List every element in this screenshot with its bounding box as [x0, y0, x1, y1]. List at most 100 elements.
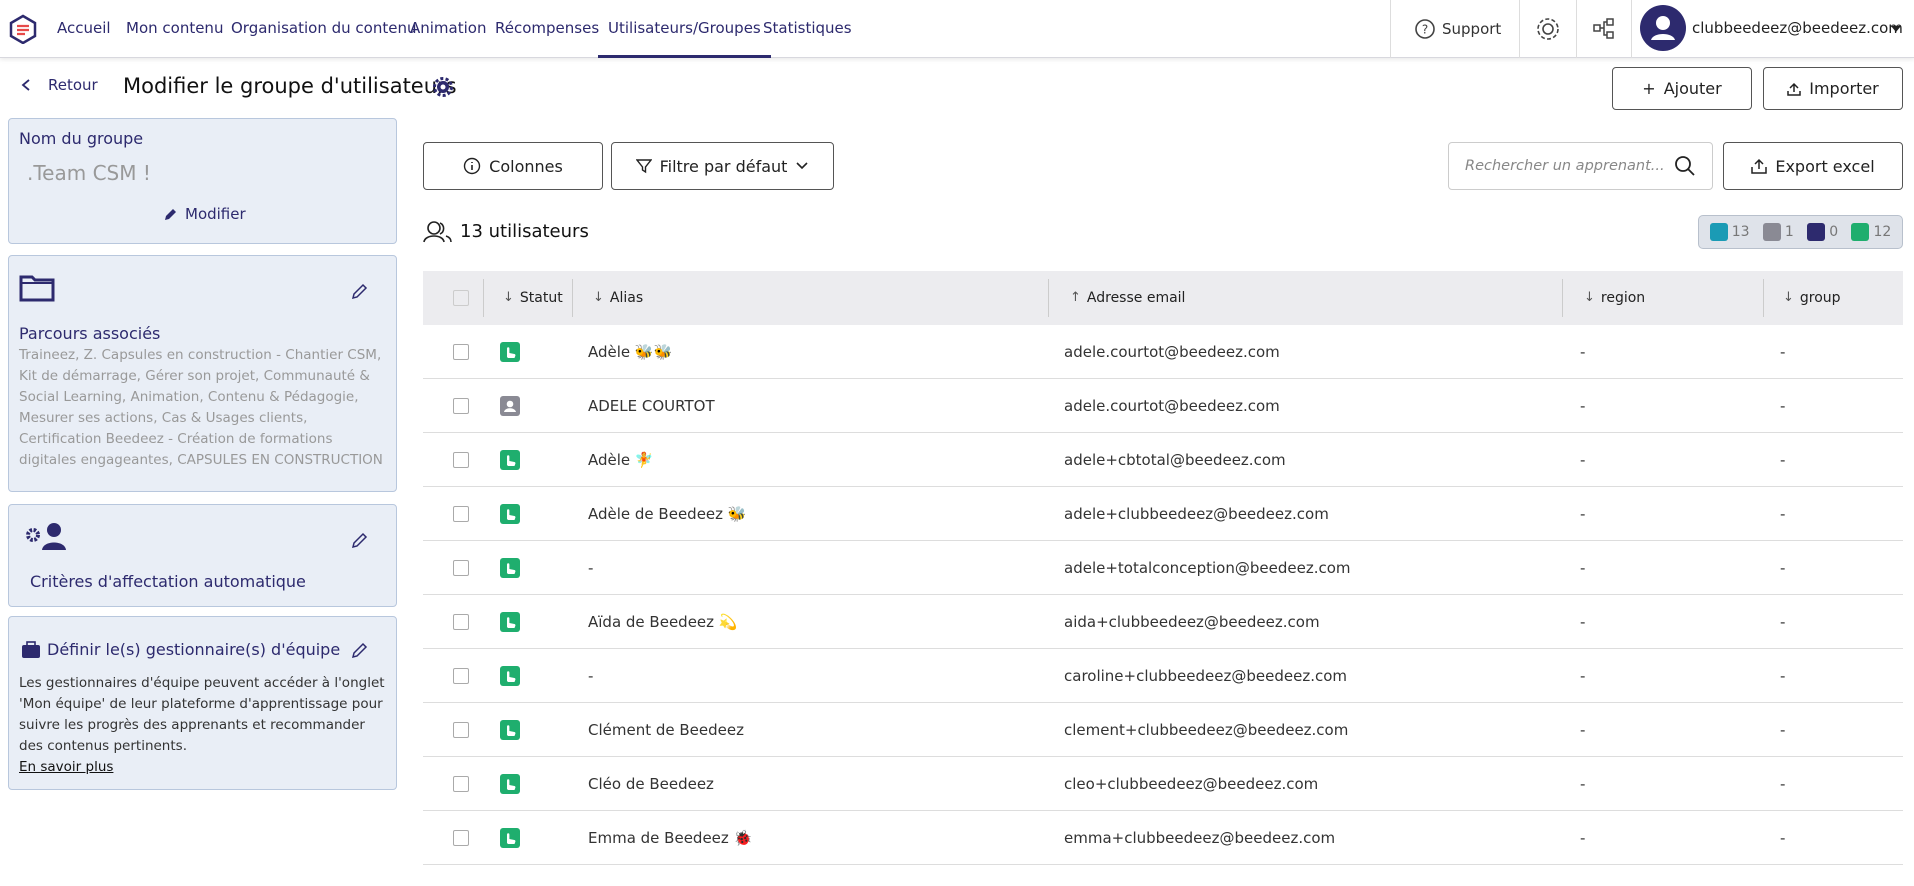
- edit-icon[interactable]: [351, 641, 369, 659]
- column-header[interactable]: ↑ Adresse email: [1070, 271, 1185, 325]
- row-checkbox[interactable]: [453, 668, 469, 684]
- gear-icon[interactable]: [433, 77, 453, 97]
- table-cell: Adèle 🧚: [588, 451, 654, 469]
- row-checkbox[interactable]: [453, 722, 469, 738]
- hand-icon: [507, 347, 516, 358]
- table-cell: -: [588, 559, 594, 577]
- table-cell: Aïda de Beedeez 💫: [588, 613, 738, 631]
- graphic: [1415, 19, 1435, 39]
- hand-icon: [507, 509, 516, 520]
- table-cell: -: [1780, 667, 1786, 685]
- table-cell: -: [1580, 397, 1586, 415]
- settings-icon[interactable]: [1535, 16, 1561, 42]
- status-icon: [500, 558, 520, 578]
- nav-item[interactable]: Utilisateurs/Groupes: [598, 0, 771, 58]
- add-button[interactable]: + Ajouter: [1612, 67, 1752, 110]
- row-checkbox[interactable]: [453, 614, 469, 630]
- graphic: [507, 725, 516, 736]
- table-cell: caroline+clubbeedeez@beedeez.com: [1064, 667, 1348, 685]
- badge: 1: [1762, 223, 1794, 241]
- filter-button[interactable]: Filtre par défaut: [611, 142, 834, 190]
- table-cell: -: [1780, 397, 1786, 415]
- user-email[interactable]: clubbeedeez@beedeez.com: [1692, 19, 1903, 37]
- import-button[interactable]: Importer: [1763, 67, 1903, 110]
- column-label: Adresse email: [1086, 290, 1186, 306]
- column-header[interactable]: ↓ group: [1783, 271, 1841, 325]
- column-label: Alias: [609, 290, 644, 306]
- badge-icon: [1762, 223, 1781, 241]
- row-checkbox[interactable]: [453, 506, 469, 522]
- row-checkbox[interactable]: [453, 560, 469, 576]
- nav-item[interactable]: Statistiques: [763, 19, 852, 37]
- separator: [1631, 0, 1632, 58]
- learn-more[interactable]: En savoir plus: [19, 759, 114, 775]
- graphic: [1600, 21, 1607, 36]
- graphic: [1606, 31, 1614, 39]
- badge-icon: [1851, 223, 1870, 241]
- paths-panel: Parcours associés Traineez, Z. Capsules …: [8, 255, 397, 492]
- table-cell: -: [1580, 451, 1586, 469]
- graphic: [440, 84, 446, 90]
- column-header[interactable]: ↓ region: [1584, 271, 1645, 325]
- row-checkbox[interactable]: [453, 830, 469, 846]
- support[interactable]: ? Support: [1414, 0, 1501, 58]
- table-cell: -: [1580, 613, 1586, 631]
- table-row: Aïda de Beedeez 💫 aida+clubbeedeez@beedee…: [423, 595, 1903, 649]
- graphic: ?: [1422, 23, 1428, 37]
- graphic: [19, 275, 55, 302]
- graphic: [1651, 34, 1675, 40]
- graphic: [351, 532, 368, 549]
- columns-button[interactable]: Colonnes: [423, 142, 603, 190]
- edit-icon[interactable]: [351, 531, 369, 549]
- export-button[interactable]: Export excel: [1723, 142, 1903, 190]
- logo[interactable]: [8, 14, 38, 44]
- row-checkbox[interactable]: [453, 452, 469, 468]
- hand-icon: [507, 833, 516, 844]
- tree-icon[interactable]: [1592, 17, 1616, 41]
- graphic: [1606, 18, 1614, 26]
- column-header[interactable]: ↓ Statut: [503, 271, 563, 325]
- status-icon: [500, 774, 520, 794]
- hand-icon: [507, 725, 516, 736]
- help-icon: ?: [1415, 19, 1435, 39]
- graphic: [1787, 82, 1801, 96]
- hand-icon: [507, 671, 516, 682]
- add-label: Ajouter: [1663, 79, 1722, 98]
- graphic: [507, 347, 516, 358]
- nav-item[interactable]: Animation: [410, 19, 487, 37]
- nav-item[interactable]: Organisation du contenu: [231, 19, 417, 37]
- column-header[interactable]: ↓ Alias: [593, 271, 643, 325]
- graphic: [463, 157, 481, 175]
- graphic: [26, 641, 36, 647]
- table-row: Adèle 🐝🐝 adele.courtot@beedeez.com - -: [423, 325, 1903, 379]
- table-cell: Emma de Beedeez 🐞: [588, 829, 753, 847]
- table-cell: -: [1580, 343, 1586, 361]
- column-separator: [572, 279, 573, 317]
- badge: 13: [1709, 223, 1750, 241]
- row-checkbox[interactable]: [453, 776, 469, 792]
- paths-list: Traineez, Z. Capsules en construction - …: [19, 347, 383, 468]
- sort-arrow: ↓: [593, 290, 604, 305]
- search-box[interactable]: Rechercher un apprenant...: [1448, 142, 1713, 190]
- row-checkbox[interactable]: [453, 344, 469, 360]
- graphic: [507, 779, 516, 790]
- edit-icon[interactable]: [351, 282, 369, 300]
- row-checkbox[interactable]: [453, 398, 469, 414]
- filter-label: Filtre par défaut: [659, 156, 788, 176]
- nav-item[interactable]: Récompenses: [495, 19, 600, 37]
- status-icon: [500, 720, 520, 740]
- caret[interactable]: [1890, 24, 1902, 34]
- badge-count: 13: [1731, 224, 1750, 240]
- avatar[interactable]: [1640, 5, 1686, 51]
- panel-title: Critères d'affectation automatique: [30, 572, 306, 591]
- nav-item[interactable]: Mon contenu: [126, 19, 224, 37]
- back[interactable]: Retour: [20, 76, 98, 94]
- table-cell: adele.courtot@beedeez.com: [1064, 343, 1280, 361]
- edit-name[interactable]: Modifier: [164, 205, 246, 223]
- nav-item[interactable]: Accueil: [57, 19, 111, 37]
- select-all[interactable]: [453, 290, 469, 306]
- graphic: [507, 563, 516, 574]
- table-cell: Adèle de Beedeez 🐝: [588, 505, 747, 523]
- panel-title: Parcours associés: [19, 324, 161, 343]
